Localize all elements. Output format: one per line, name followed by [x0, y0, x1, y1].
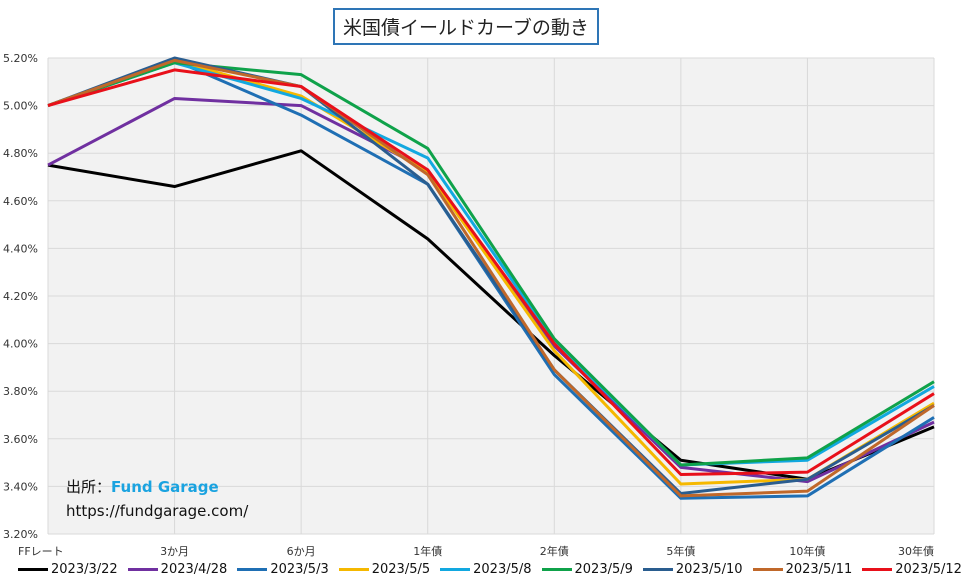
y-tick-label: 3.80%: [3, 385, 38, 398]
y-tick-label: 4.80%: [3, 147, 38, 160]
y-tick-label: 3.60%: [3, 433, 38, 446]
x-tick-label: 5年債: [666, 544, 695, 558]
x-tick-label: 6か月: [287, 545, 316, 558]
y-tick-label: 5.20%: [3, 52, 38, 65]
source-url: https://fundgarage.com/: [66, 502, 249, 520]
legend-label: 2023/5/10: [675, 562, 743, 577]
legend-swatch: [862, 568, 893, 571]
legend-label: 2023/5/5: [371, 562, 431, 577]
series-line: [47, 68, 935, 476]
chart-title: 米国債イールドカーブの動き: [333, 8, 599, 45]
legend-item: 2023/5/5: [338, 562, 431, 577]
y-tick-label: 4.60%: [3, 195, 38, 208]
legend-label: 2023/3/22: [51, 562, 118, 577]
series-line: [47, 149, 935, 481]
legend-item: 2023/5/10: [642, 562, 743, 577]
legend-item: 2023/4/28: [127, 562, 228, 577]
x-tick-label: FFレート: [18, 545, 64, 558]
series-line: [47, 58, 935, 486]
series-line: [47, 56, 935, 496]
legend-label: 2023/5/3: [270, 562, 329, 577]
legend-swatch: [642, 568, 673, 571]
legend-swatch: [541, 568, 572, 571]
legend-swatch: [440, 568, 471, 571]
legend-label: 2023/5/9: [574, 562, 633, 577]
legend-swatch: [127, 568, 158, 571]
legend: 2023/3/22 2023/4/28 2023/5/3 2023/5/5 2023/5…: [18, 562, 962, 577]
legend-swatch: [18, 568, 48, 571]
x-tick-label: 3か月: [160, 545, 189, 558]
series-line: [47, 61, 935, 467]
source-annotation: 出所：Fund Garage: [66, 476, 219, 497]
source-label: 出所：: [66, 478, 112, 496]
x-tick-label: 10年債: [789, 544, 825, 558]
y-tick-label: 4.40%: [3, 242, 38, 255]
legend-item: 2023/5/9: [541, 562, 633, 577]
legend-label: 2023/5/8: [473, 562, 532, 577]
legend-swatch: [237, 568, 268, 571]
x-tick-label: 1年債: [413, 544, 442, 558]
legend-swatch: [752, 568, 783, 571]
legend-item: 2023/3/22: [18, 562, 118, 577]
x-tick-label: 30年債: [898, 544, 934, 558]
y-tick-label: 5.00%: [3, 100, 38, 113]
legend-label: 2023/5/11: [785, 562, 853, 577]
legend-label: 2023/4/28: [160, 562, 228, 577]
y-tick-label: 4.00%: [3, 338, 38, 351]
y-tick-label: 3.20%: [3, 528, 38, 541]
y-tick-label: 3.40%: [3, 480, 38, 493]
y-tick-label: 4.20%: [3, 290, 38, 303]
legend-item: 2023/5/3: [237, 562, 329, 577]
x-tick-label: 2年債: [540, 544, 569, 558]
legend-swatch: [338, 568, 369, 571]
legend-item: 2023/5/8: [440, 562, 532, 577]
legend-item: 2023/5/12: [862, 562, 962, 577]
legend-item: 2023/5/11: [752, 562, 853, 577]
legend-label: 2023/5/12: [895, 562, 962, 577]
series-line: [47, 58, 935, 498]
source-name: Fund Garage: [111, 478, 219, 496]
